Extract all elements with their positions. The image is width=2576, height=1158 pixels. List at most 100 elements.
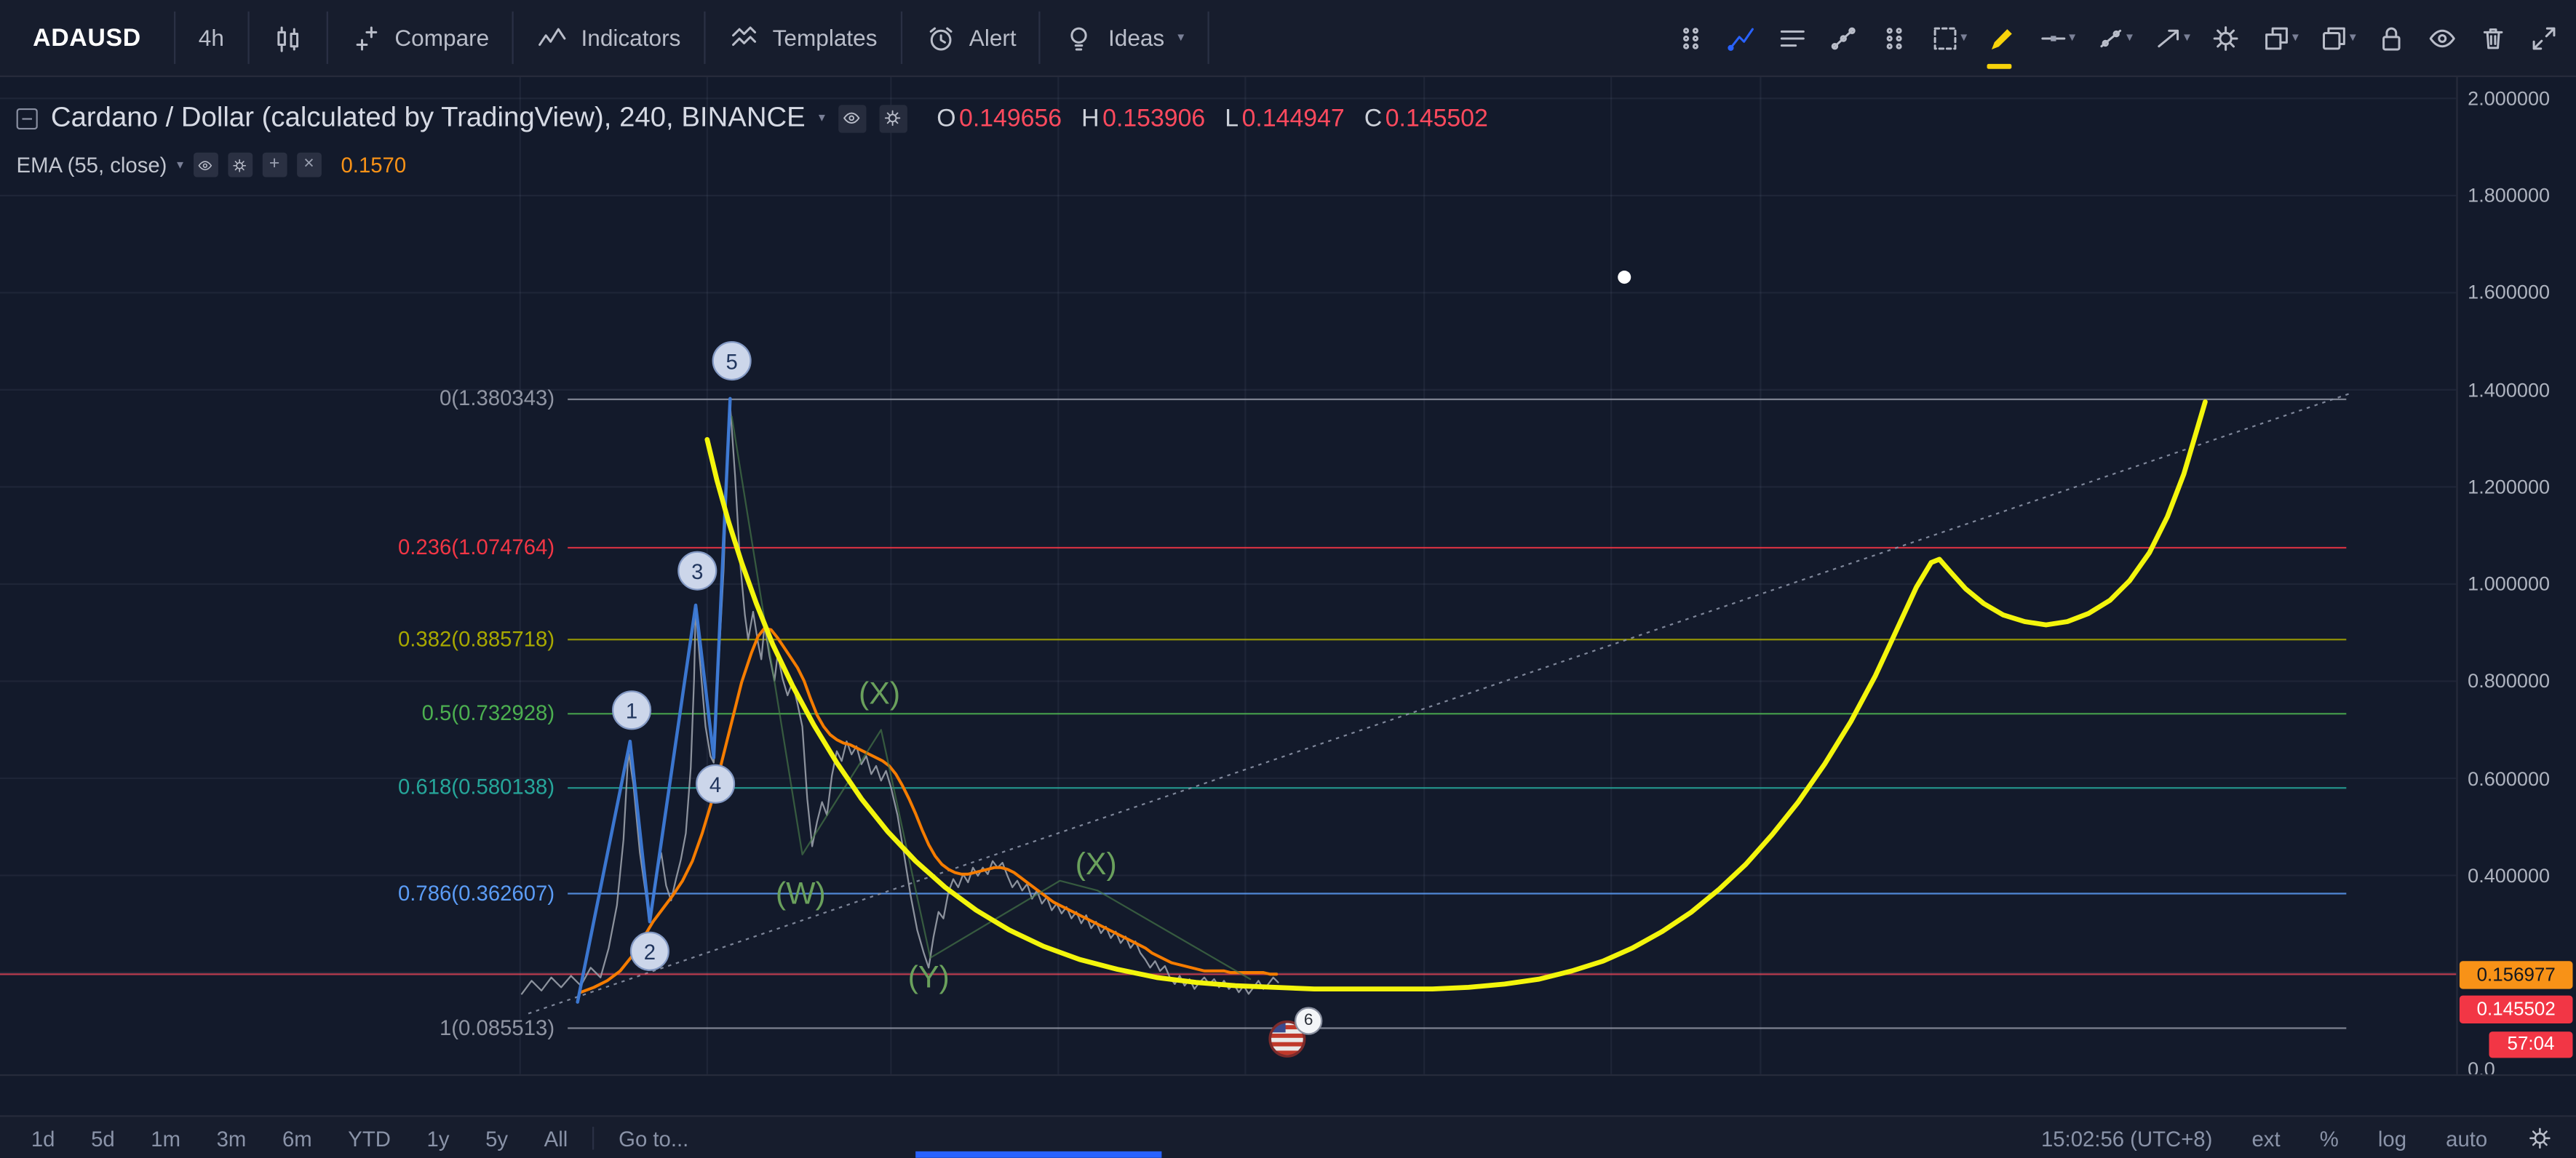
fib-level-label[interactable]: 0.618(0.580138) [397, 775, 555, 800]
indicator-remove-button[interactable]: × [296, 152, 322, 177]
elliott-wave-point[interactable]: 2 [629, 931, 669, 971]
ideas-button[interactable]: Ideas ▾ [1041, 0, 1207, 76]
high-label: H [1081, 104, 1100, 132]
cursor-tool-button[interactable] [1716, 0, 1767, 76]
chart-title[interactable]: Cardano / Dollar (calculated by TradingV… [50, 101, 806, 133]
indicator-hide-button[interactable] [193, 152, 218, 177]
range-1d-button[interactable]: 1d [13, 1126, 73, 1151]
series-elliott-correction-wxy[interactable] [731, 415, 1252, 981]
toolbar-drag-handle[interactable] [1665, 0, 1716, 76]
brush-tool-button[interactable] [1977, 0, 2028, 76]
horizontal-line-tool-button[interactable]: ▾ [2028, 0, 2086, 76]
alert-button[interactable]: Alert [902, 0, 1039, 76]
tools-drag-handle[interactable] [1869, 0, 1920, 76]
chart-legend-row: Cardano / Dollar (calculated by TradingV… [16, 101, 1488, 135]
symbol-button[interactable]: ADAUSD [33, 23, 141, 52]
selection-tool-button[interactable]: ▾ [1920, 0, 1977, 76]
layers-button[interactable]: ▾ [2251, 0, 2308, 76]
lightbulb-icon [1071, 26, 1088, 50]
price-axis[interactable] [2456, 75, 2576, 1074]
elliott-wave-point[interactable]: 4 [696, 764, 736, 804]
bottom-scroll-indicator[interactable] [915, 1151, 1162, 1158]
legend-eye-button[interactable] [838, 104, 867, 132]
price-chart[interactable] [0, 75, 2457, 1074]
percent-scale-toggle[interactable]: % [2319, 1125, 2339, 1151]
copy-icon [2322, 26, 2345, 49]
time-axis[interactable] [0, 1074, 2576, 1117]
elliott-wave-point[interactable]: 5 [712, 340, 752, 381]
delete-button[interactable] [2468, 0, 2519, 76]
gear-icon[interactable] [2527, 1125, 2553, 1151]
ray-tool-button[interactable]: ▾ [2086, 0, 2143, 76]
series-price[interactable] [520, 404, 1279, 995]
range-ytd-button[interactable]: YTD [330, 1126, 408, 1151]
bar-countdown-badge: 57:04 [2489, 1031, 2573, 1058]
log-scale-toggle[interactable]: log [2377, 1125, 2407, 1151]
range-3m-button[interactable]: 3m [199, 1126, 264, 1151]
chart-style-button[interactable] [249, 0, 326, 76]
drawing-anchor-dot[interactable] [1618, 271, 1631, 284]
close-icon: × [303, 153, 314, 175]
price-axis-tick: 1.400000 [2468, 378, 2551, 402]
series-projection-curve[interactable] [704, 399, 2208, 992]
candles-icon [277, 25, 298, 52]
series-elliott-impulse-1-5[interactable] [576, 396, 732, 1004]
lock-icon [2382, 26, 2401, 50]
fib-level-label[interactable]: 0(1.380343) [439, 386, 555, 411]
lock-button[interactable] [2366, 0, 2417, 76]
duplicate-button[interactable]: ▾ [2308, 0, 2366, 76]
legend-settings-button[interactable] [879, 104, 907, 132]
compare-label: Compare [394, 24, 490, 51]
elliott-wave-letter[interactable]: (X) [1075, 847, 1117, 883]
goto-button[interactable]: Go to... [600, 1126, 707, 1151]
pitchfork-tool-button[interactable] [1818, 0, 1869, 76]
range-1y-button[interactable]: 1y [409, 1126, 468, 1151]
range-5d-button[interactable]: 5d [73, 1126, 132, 1151]
indicators-button[interactable]: Indicators [514, 0, 704, 76]
extended-hours-toggle[interactable]: ext [2251, 1125, 2281, 1151]
range-5y-button[interactable]: 5y [467, 1126, 526, 1151]
visibility-button[interactable] [2417, 0, 2468, 76]
collapse-legend-icon[interactable] [16, 107, 38, 129]
chevron-down-icon: ▾ [2184, 29, 2191, 44]
line-tools-button[interactable] [1767, 0, 1818, 76]
elliott-wave-point[interactable]: 1 [612, 690, 652, 730]
price-axis-tick: 1.800000 [2468, 184, 2551, 207]
drawing-toolbar: ▾ ▾ ▾ ▾ ▾ [1665, 0, 2576, 76]
interval-button[interactable]: 4h [198, 24, 224, 51]
drawing-settings-button[interactable] [2201, 0, 2251, 76]
templates-icon [731, 25, 756, 45]
fib-level-label[interactable]: 0.786(0.362607) [397, 880, 555, 906]
low-label: L [1225, 104, 1239, 132]
range-6m-button[interactable]: 6m [264, 1126, 330, 1151]
range-all-button[interactable]: All [526, 1126, 586, 1151]
toolbar-separator [1206, 11, 1209, 64]
elliott-wave-letter[interactable]: (W) [775, 877, 826, 912]
fib-level-label[interactable]: 1(0.085513) [439, 1015, 555, 1040]
arrow-icon [2158, 28, 2179, 47]
fib-level-label[interactable]: 0.236(1.074764) [397, 534, 555, 559]
elliott-wave-point[interactable]: 3 [677, 551, 717, 591]
price-axis-tick: 0.800000 [2468, 669, 2551, 693]
templates-button[interactable]: Templates [705, 0, 900, 76]
fib-level-label[interactable]: 0.382(0.885718) [397, 626, 555, 652]
auto-scale-toggle[interactable]: auto [2446, 1125, 2488, 1151]
arrow-tool-button[interactable]: ▾ [2143, 0, 2201, 76]
series-ema-55[interactable] [579, 626, 1279, 994]
templates-label: Templates [772, 24, 878, 51]
fib-level-label[interactable]: 0.5(0.732928) [421, 700, 555, 726]
elliott-wave-letter[interactable]: (X) [859, 677, 901, 712]
eye-icon [843, 112, 861, 124]
indicator-add-button[interactable]: + [262, 152, 287, 177]
elliott-wave-letter[interactable]: (Y) [907, 961, 950, 996]
close-label: C [1364, 104, 1383, 132]
compare-button[interactable]: Compare [327, 0, 512, 76]
economic-event-marker[interactable]: 6 [1265, 1007, 1323, 1063]
dotted-trendline[interactable] [528, 393, 2350, 1015]
toolbar-separator [1039, 11, 1041, 64]
indicator-settings-button[interactable] [227, 152, 253, 177]
fullscreen-button[interactable] [2519, 0, 2569, 76]
indicator-title[interactable]: EMA (55, close) [16, 152, 167, 177]
range-1m-button[interactable]: 1m [132, 1126, 198, 1151]
